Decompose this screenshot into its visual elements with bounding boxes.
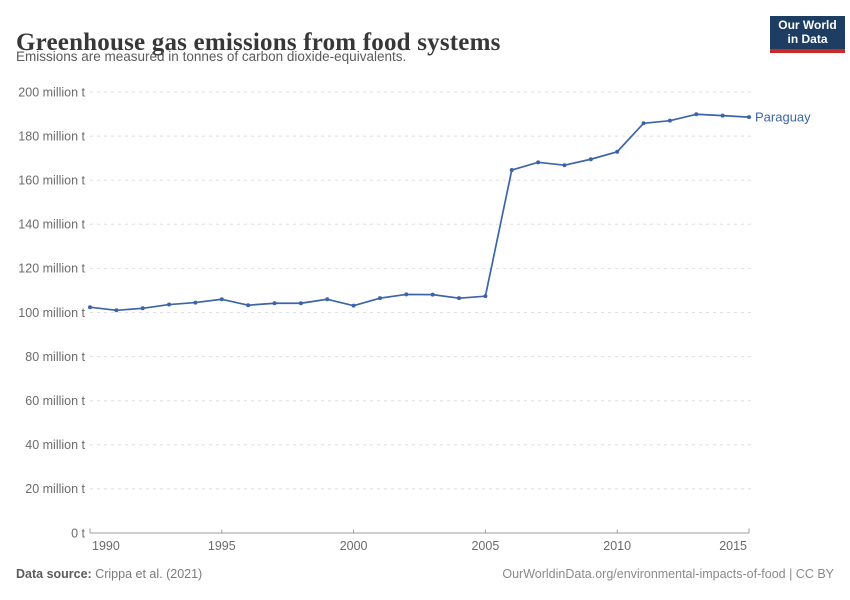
y-tick-label: 100 million t [18, 306, 85, 320]
data-point-marker [536, 160, 541, 165]
data-point-marker [430, 292, 435, 297]
data-point-marker [193, 300, 198, 305]
page-title: Greenhouse gas emissions from food syste… [16, 28, 501, 56]
data-point-marker [88, 305, 92, 310]
data-point-marker [404, 292, 409, 297]
y-tick-label: 80 million t [25, 350, 85, 364]
data-point-marker [377, 296, 382, 301]
data-point-marker [641, 121, 646, 126]
y-tick-label: 180 million t [18, 129, 85, 143]
owid-logo-line1: Our World [778, 18, 837, 32]
owid-logo[interactable]: Our World in Data [770, 16, 845, 53]
data-point-marker [246, 303, 251, 308]
x-tick-label: 2010 [603, 539, 631, 553]
data-point-marker [114, 308, 119, 313]
data-point-marker [720, 113, 725, 118]
x-tick-label: 1990 [92, 539, 120, 553]
data-point-marker [588, 157, 593, 162]
data-point-marker [483, 294, 488, 299]
y-tick-label: 60 million t [25, 394, 85, 408]
data-source-value: Crippa et al. (2021) [91, 567, 203, 581]
y-tick-label: 0 t [71, 526, 85, 540]
y-tick-label: 120 million t [18, 262, 85, 276]
x-tick-label: 1995 [208, 539, 236, 553]
data-point-marker [272, 301, 277, 306]
data-point-marker [694, 112, 699, 117]
data-source-label: Data source: [16, 567, 92, 581]
data-point-marker [351, 303, 356, 308]
series-label: Paraguay [755, 110, 811, 125]
x-tick-label: 2000 [340, 539, 368, 553]
data-point-marker [747, 115, 751, 120]
chart-footer: Data source: Crippa et al. (2021) OurWor… [16, 567, 834, 581]
data-source: Data source: Crippa et al. (2021) [16, 567, 202, 581]
data-point-marker [509, 168, 514, 173]
data-point-marker [562, 163, 567, 168]
y-tick-label: 40 million t [25, 438, 85, 452]
y-tick-label: 200 million t [18, 85, 85, 99]
y-tick-label: 140 million t [18, 218, 85, 232]
y-tick-label: 160 million t [18, 174, 85, 188]
data-point-marker [457, 296, 462, 301]
data-point-marker [140, 306, 145, 311]
x-tick-label: 2015 [719, 539, 747, 553]
owid-logo-line2: in Data [787, 32, 828, 46]
data-point-marker [325, 297, 330, 302]
series-line [89, 113, 750, 312]
data-point-marker [219, 297, 224, 302]
data-point-marker [615, 149, 620, 154]
chart-subtitle: Emissions are measured in tonnes of carb… [16, 49, 407, 64]
data-point-marker [667, 118, 672, 123]
data-point-marker [298, 301, 303, 306]
x-tick-label: 2005 [471, 539, 499, 553]
y-tick-label: 20 million t [25, 482, 85, 496]
credit-link[interactable]: OurWorldinData.org/environmental-impacts… [502, 567, 834, 581]
data-point-marker [167, 302, 172, 307]
